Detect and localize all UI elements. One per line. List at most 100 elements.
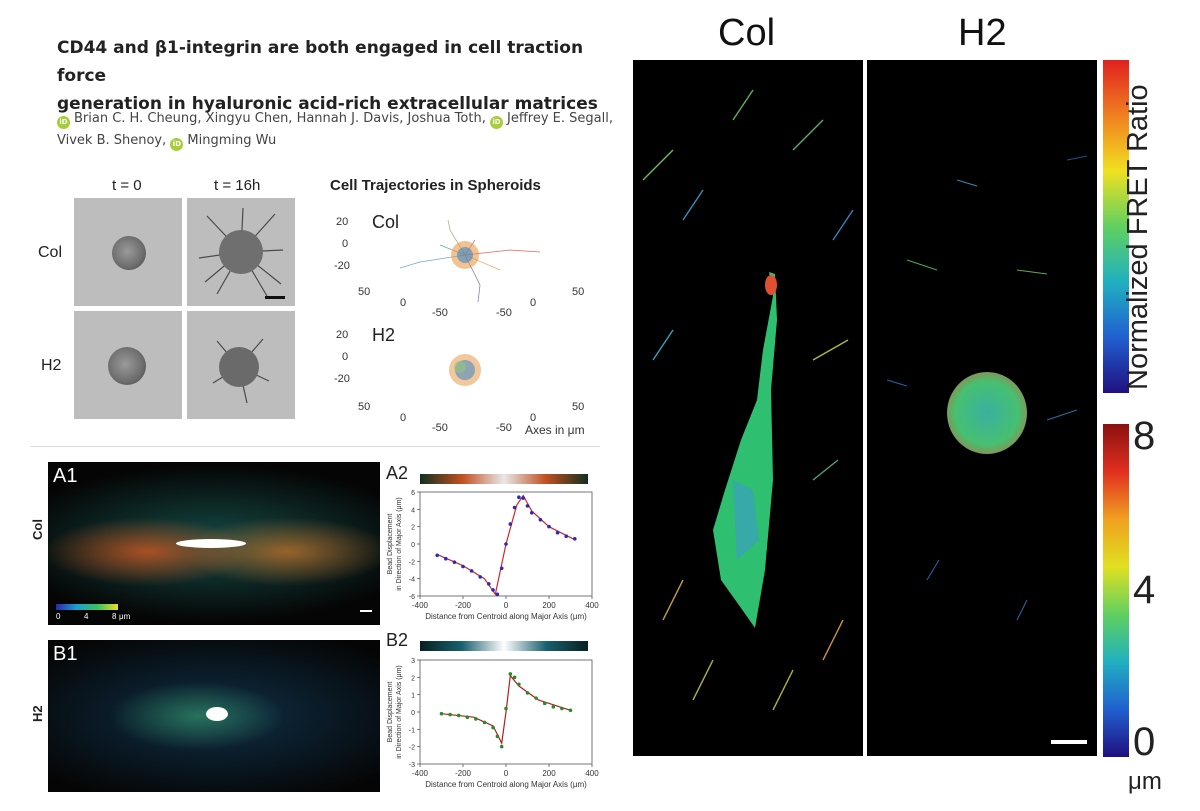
trajectory-plot-col: Col 20 0 -20 50 0 -50 50 0 -50: [320, 200, 600, 320]
y-axis-label: Bead Displacement: [387, 514, 394, 575]
panel-label-a2: A2: [386, 463, 409, 483]
x-tick-label: 400: [585, 601, 599, 610]
colorbar-tick: 0: [56, 612, 61, 621]
data-point: [508, 522, 513, 526]
colorbar-small: [56, 604, 118, 610]
fret-image-col: [633, 60, 863, 756]
trajectory-lines-col: [399, 219, 541, 303]
x-tick-label: -400: [412, 601, 429, 610]
data-point: [517, 495, 521, 499]
data-point: [534, 696, 538, 700]
x-tick: -50: [432, 307, 448, 319]
displacement-tick-0: 0: [1133, 720, 1156, 764]
x-tick-label: 400: [585, 769, 599, 778]
data-point: [456, 713, 461, 718]
title-line-1: CD44 and β1-integrin are both engaged in…: [57, 38, 584, 86]
section-divider: [30, 446, 600, 447]
data-point: [560, 706, 564, 711]
fret-image-h2: [867, 60, 1097, 756]
z-tick: 20: [336, 329, 349, 341]
panel-label-b1: B1: [53, 643, 78, 665]
data-point: [491, 588, 495, 592]
scale-bar: [360, 610, 372, 612]
data-point: [482, 720, 487, 725]
data-point: [478, 575, 482, 579]
y-tick-label: 6: [411, 490, 415, 497]
z-tick: -20: [334, 260, 350, 272]
y-tick-label: 0: [411, 542, 415, 549]
data-point: [551, 705, 556, 709]
displacement-tick-8: 8: [1133, 414, 1156, 458]
y-tick: 50: [572, 286, 585, 298]
fret-colorbar-label: Normalized FRET Ratio: [1122, 84, 1154, 390]
y-tick-label: 3: [411, 658, 415, 665]
y-tick-label: -1: [409, 727, 415, 734]
data-point: [499, 566, 504, 571]
z-tick: 0: [342, 238, 349, 250]
y-tick: -50: [496, 307, 512, 319]
y-tick-label: 0: [411, 710, 415, 717]
displacement-map-h2: B1: [48, 640, 380, 792]
authors-group-4[interactable]: Mingming Wu: [187, 133, 277, 148]
x-axis-label: Distance from Centroid along Major Axis …: [425, 612, 587, 621]
data-point: [517, 682, 521, 687]
authors-group-2[interactable]: Jeffrey E. Segall,: [506, 111, 613, 126]
spheroid-h2-t0: [74, 311, 182, 419]
data-point: [538, 517, 543, 522]
colorbar-tick: 4: [84, 612, 89, 621]
chart-b2-strip: [420, 641, 588, 651]
y-tick-label: 2: [411, 525, 415, 532]
data-point: [448, 712, 452, 717]
data-point: [564, 534, 568, 538]
colorbar-unit: μm: [119, 612, 131, 621]
spheroid-col-t16: [187, 198, 295, 306]
panel-label-b2: B2: [386, 630, 409, 650]
orcid-icon[interactable]: iD: [170, 138, 184, 151]
cell-outline: [206, 707, 228, 721]
z-tick: -20: [334, 373, 350, 385]
y-tick-label: -4: [409, 577, 415, 584]
data-point: [469, 569, 474, 573]
authors-group-3[interactable]: Vivek B. Shenoy,: [57, 133, 167, 148]
spheroid-col-t0: [74, 198, 182, 306]
fret-ratio-colorbar: [1103, 60, 1129, 393]
orcid-icon[interactable]: iD: [489, 116, 503, 129]
fret-header-h2: H2: [958, 12, 1007, 54]
data-point: [435, 553, 439, 558]
row-label-col-rotated: Col: [30, 519, 45, 540]
cell-outline: [176, 539, 246, 548]
data-point: [474, 717, 478, 721]
chart-a2-strip: [420, 474, 588, 484]
x-tick-label: 0: [504, 601, 509, 610]
data-point: [444, 556, 448, 561]
paper-title: CD44 and β1-integrin are both engaged in…: [57, 34, 617, 118]
data-point: [573, 537, 577, 541]
title-line-2: generation in hyaluronic acid-rich extra…: [57, 94, 598, 114]
spheroid-h2-t16: [187, 311, 295, 419]
y-tick: -50: [496, 422, 512, 434]
trajectory-plot-h2: H2 20 0 -20 50 0 -50 50 0 -50 Axes in μm: [320, 315, 600, 437]
displacement-unit: μm: [1128, 768, 1162, 795]
x-tick-label: -200: [455, 769, 472, 778]
authors-group-1[interactable]: Brian C. H. Cheung, Xingyu Chen, Hannah …: [74, 111, 486, 126]
row-label-h2-rotated: H2: [30, 705, 45, 722]
y-tick: 0: [530, 412, 537, 424]
data-point: [491, 725, 495, 730]
y-tick-label: 1: [411, 693, 415, 700]
scale-bar: [1051, 740, 1087, 744]
data-point: [525, 691, 530, 695]
data-point: [512, 675, 517, 680]
data-point: [495, 734, 500, 739]
orcid-icon[interactable]: iD: [57, 116, 70, 129]
data-point: [439, 711, 444, 716]
x-tick: 0: [400, 297, 407, 309]
y-tick-label: -3: [409, 762, 415, 769]
data-point: [555, 530, 560, 535]
x-tick-label: 0: [504, 769, 509, 778]
data-point: [512, 505, 517, 510]
fit-line: [441, 674, 571, 746]
data-point: [487, 582, 491, 586]
y-axis-label: Bead Displacement: [387, 682, 394, 743]
displacement-tick-4: 4: [1133, 568, 1156, 612]
col-header-t0: t = 0: [112, 177, 142, 194]
